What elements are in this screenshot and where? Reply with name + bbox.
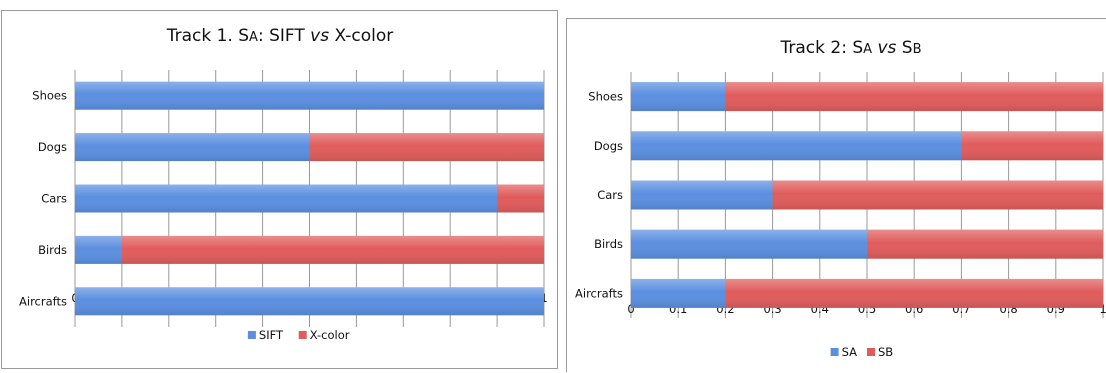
category-label: Aircrafts: [19, 294, 67, 308]
legend: SIFT X-color: [247, 328, 350, 342]
legend-label: SB: [878, 345, 893, 359]
bar-shading: [75, 287, 544, 316]
bar-shading: [631, 180, 773, 210]
bar-shading: [867, 229, 1103, 259]
bar-shading: [961, 131, 1103, 161]
category-label: Shoes: [32, 89, 67, 103]
legend: SA SB: [830, 345, 893, 359]
category-label: Shoes: [588, 90, 623, 104]
bar-shading: [725, 278, 1103, 308]
category-label: Cars: [41, 192, 67, 206]
category-label: Dogs: [594, 139, 623, 153]
bar-shading: [631, 278, 726, 308]
legend-swatch-sb: [867, 348, 875, 356]
legend-swatch-sa: [830, 348, 839, 356]
category-label: Dogs: [38, 140, 67, 154]
chart-title: Track 1. SA: SIFT vs X-color: [166, 26, 394, 46]
bar-shading: [631, 131, 962, 161]
bar-shading: [75, 184, 498, 213]
legend-swatch-sift: [247, 331, 256, 339]
legend-label: SA: [842, 345, 858, 359]
legend-swatch-x-color: [298, 331, 307, 339]
bar-chart-track-1: Track 1. SA: SIFT vs X-color 00.10.20.30…: [19, 26, 548, 342]
category-label: Cars: [597, 188, 623, 202]
bar-shading: [75, 235, 122, 264]
bar-shading: [121, 235, 545, 264]
category-label: Birds: [38, 243, 67, 257]
bar-shading: [75, 133, 310, 162]
bar-shading: [309, 133, 544, 162]
chart-panel-track-1: Track 1. SA: SIFT vs X-color 00.10.20.30…: [1, 10, 558, 369]
legend-label: X-color: [310, 328, 350, 342]
x-tick-label: 0: [627, 302, 634, 316]
x-tick-label: 1: [1099, 302, 1106, 316]
bar-shading: [631, 229, 867, 259]
legend-label: SIFT: [259, 328, 284, 342]
bar-shading: [75, 81, 544, 110]
bar-shading: [631, 82, 726, 112]
bar-chart-track-2: Track 2: SA vs SB 0 0.1 0.2 0.3 0.4 0.5 0.6 0.7…: [575, 38, 1106, 359]
category-label: Birds: [594, 237, 623, 251]
bar-shading: [497, 184, 544, 213]
chart-panel-track-2: Track 2: SA vs SB 0 0.1 0.2 0.3 0.4 0.5 0.6 0.7…: [566, 18, 1106, 372]
chart-title: Track 2: SA vs SB: [780, 38, 922, 58]
bar-shading: [725, 82, 1103, 112]
category-label: Aircrafts: [575, 286, 623, 300]
bar-shading: [772, 180, 1103, 210]
